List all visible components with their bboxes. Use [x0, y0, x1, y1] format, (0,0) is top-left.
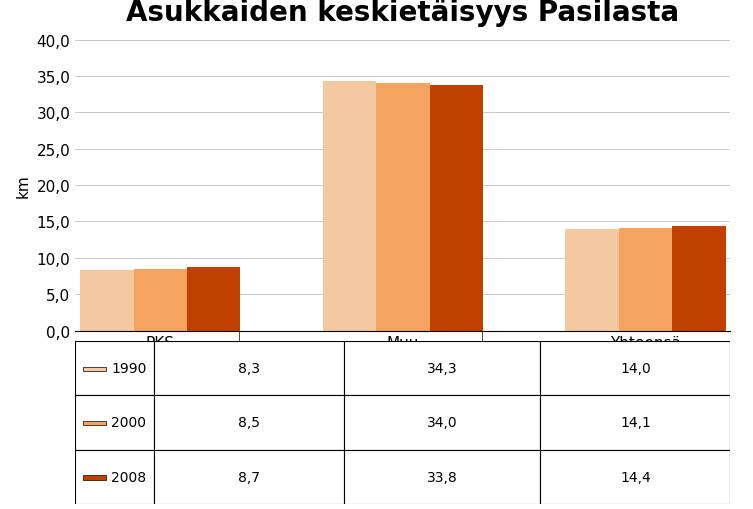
Bar	[133, 269, 187, 331]
Bar	[541, 449, 730, 504]
Text: 2008: 2008	[111, 470, 146, 484]
Bar	[344, 395, 541, 449]
Text: 34,0: 34,0	[427, 415, 458, 430]
Bar	[541, 395, 730, 449]
Bar	[83, 475, 106, 479]
Bar	[75, 395, 154, 449]
Text: 2000: 2000	[111, 415, 146, 430]
Bar	[154, 341, 344, 395]
Text: 14,1: 14,1	[620, 415, 651, 430]
Bar	[376, 84, 429, 331]
Bar	[344, 449, 541, 504]
Text: 8,7: 8,7	[238, 470, 260, 484]
Title: Asukkaiden keskietäisyys Pasilasta: Asukkaiden keskietäisyys Pasilasta	[127, 0, 679, 27]
Bar	[429, 86, 483, 331]
Bar	[323, 82, 376, 331]
Bar	[541, 341, 730, 395]
Text: 8,5: 8,5	[238, 415, 260, 430]
Bar	[75, 449, 154, 504]
Text: 14,4: 14,4	[620, 470, 651, 484]
Bar	[154, 395, 344, 449]
Text: 1990: 1990	[111, 361, 147, 375]
Text: 33,8: 33,8	[427, 470, 458, 484]
Text: 34,3: 34,3	[427, 361, 458, 375]
Bar	[344, 341, 541, 395]
Bar	[75, 341, 154, 395]
Y-axis label: km: km	[16, 174, 31, 197]
Bar	[566, 229, 619, 331]
Text: 14,0: 14,0	[620, 361, 651, 375]
Bar	[83, 367, 106, 371]
Bar	[187, 268, 240, 331]
Bar	[672, 227, 726, 331]
Text: 8,3: 8,3	[238, 361, 260, 375]
Bar	[80, 271, 133, 331]
Bar	[154, 449, 344, 504]
Bar	[83, 421, 106, 426]
Bar	[619, 229, 672, 331]
